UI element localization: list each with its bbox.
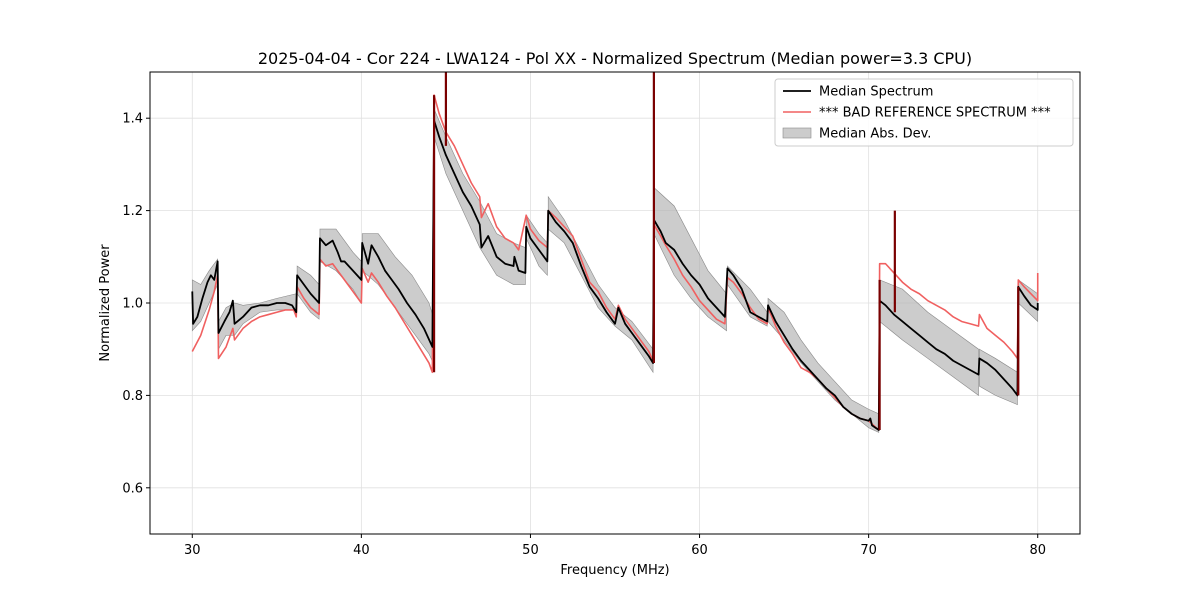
y-tick-label: 0.6 [122,481,143,496]
legend-swatch-patch [782,127,812,139]
mad-band-segment [433,108,526,285]
median-spectrum-line [191,119,1039,431]
series-group [191,94,1039,431]
x-tick-label: 80 [1029,543,1046,558]
mad-band-segment [879,279,979,396]
chart-title: 2025-04-04 - Cor 224 - LWA124 - Pol XX -… [258,49,972,68]
legend-label: Median Spectrum [819,85,933,100]
legend-box [774,78,1074,147]
x-tick-label: 40 [353,543,370,558]
y-tick-label: 0.8 [122,389,143,404]
legend-label: *** BAD REFERENCE SPECTRUM *** [819,106,1051,121]
y-tick-label: 1.4 [122,112,143,127]
x-tick-label: 60 [691,543,708,558]
y-axis-label: Normalized Power [98,244,113,362]
axis-ticks: 30 40 50 60 70 80 0.6 0.8 1.0 1.2 1.4 [122,112,1046,558]
mad-band-segment [653,186,727,332]
x-tick-label: 30 [184,543,201,558]
legend-label: Median Abs. Dev. [819,127,931,142]
spike-group [432,72,1020,431]
x-tick-label: 70 [860,543,877,558]
y-tick-label: 1.0 [122,297,143,312]
x-tick-label: 50 [522,543,539,558]
mad-band-segment [979,348,1018,406]
y-tick-label: 1.2 [122,204,143,219]
legend: Median Spectrum *** BAD REFERENCE SPECTRU… [774,78,1074,147]
x-axis-label: Frequency (MHz) [560,563,669,578]
mad-band-segment [767,297,880,433]
